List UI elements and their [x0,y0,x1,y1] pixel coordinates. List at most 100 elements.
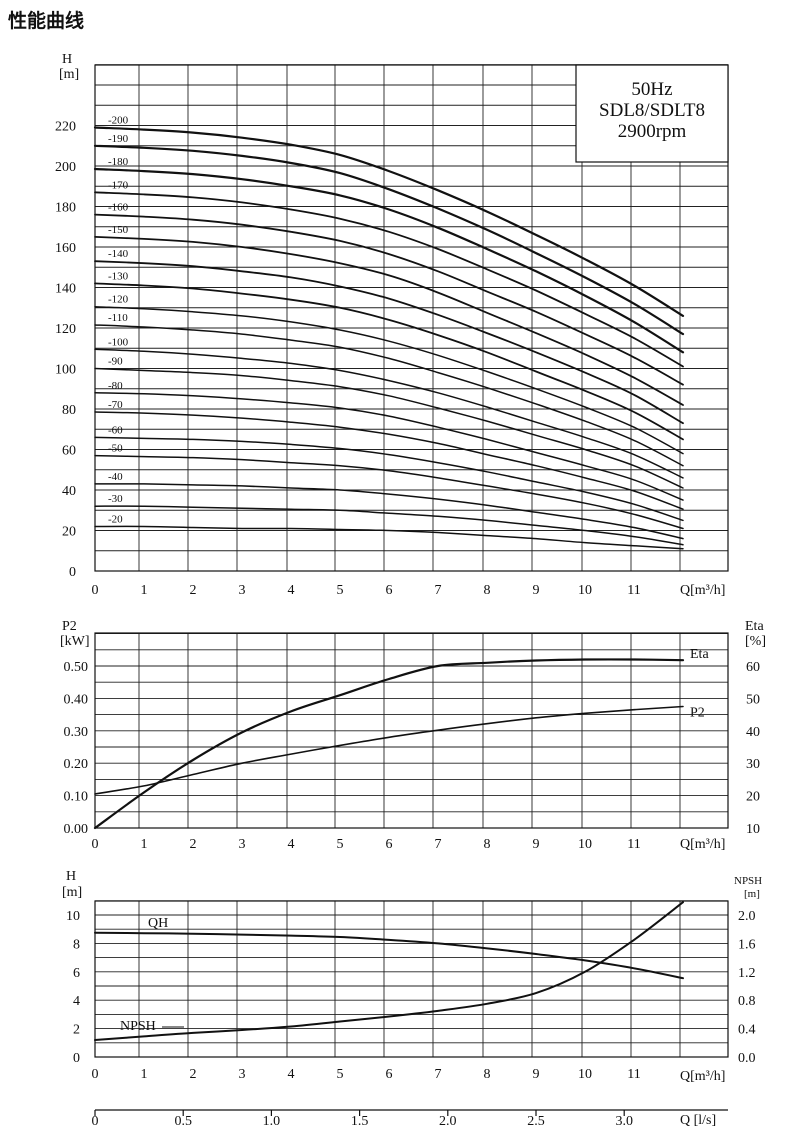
info-box-line: 2900rpm [618,121,687,142]
y2-tick-label: 30 [746,757,760,772]
x-tick-label: 8 [484,837,491,852]
x-tick-label: 9 [533,837,540,852]
x-tick-label: 2 [190,583,197,598]
head-curve [94,236,684,406]
y2-tick-label: 50 [746,692,760,707]
x-axis-label: Q[m³/h] [680,837,725,852]
y-tick-label: 10 [66,909,80,924]
head-curve [94,260,684,425]
curve-label: -190 [108,133,129,145]
y-tick-label: 20 [62,525,76,540]
curve-label: -170 [108,179,129,191]
head-curve [94,191,684,368]
y-tick-label: 0.40 [64,692,89,707]
x-tick-label: 1 [141,1067,148,1082]
x-tick-label: 10 [578,1067,592,1082]
secondary-x-tick-label: 0.5 [174,1114,192,1129]
y-tick-label: 0.20 [64,757,89,772]
secondary-x-tick-label: 0 [92,1114,99,1129]
head-curve [94,505,684,546]
y2-axis-unit: [%] [745,634,766,649]
secondary-x-tick-label: 1.0 [263,1114,281,1129]
x-axis-label: Q[m³/h] [680,1069,725,1084]
x-tick-label: 4 [288,583,295,598]
x-tick-label: 3 [239,583,246,598]
y2-tick-label: 2.0 [738,909,756,924]
secondary-x-tick-label: 2.5 [527,1114,545,1129]
x-tick-label: 0 [92,1067,99,1082]
y-axis-label: P2 [62,619,77,634]
p2-curve-label: P2 [690,706,705,721]
head-chart: H[m] 0 20 40 60 80 100 120 140 160 180 200 220 0 1 2 3 4 5… [55,52,729,598]
curve-label: -80 [108,380,123,392]
y-tick-label: 160 [55,241,76,256]
curve-label: -200 [108,115,129,127]
y-tick-label: 220 [55,120,76,135]
curve-label: -110 [108,312,128,324]
head-curve [93,144,685,336]
y-tick-label: 80 [62,403,76,418]
y-tick-label: 6 [73,966,80,981]
y-tick-label: 0.30 [64,725,89,740]
curve-label: -20 [108,513,123,525]
head-curve [94,213,684,386]
curve-label: -150 [108,224,129,236]
head-curve [93,126,685,317]
head-curve [94,411,684,510]
x-tick-label: 3 [239,837,246,852]
y-tick-label: 120 [55,322,76,337]
x-tick-label: 1 [141,583,148,598]
y2-tick-label: 20 [746,790,760,805]
head-curve [94,483,684,540]
x-tick-label: 0 [92,837,99,852]
y2-tick-label: 40 [746,725,760,740]
x-tick-label: 8 [484,583,491,598]
y2-tick-label: 1.2 [738,966,756,981]
x-tick-label: 2 [190,1067,197,1082]
y-tick-label: 200 [55,160,76,175]
y-tick-label: 0.00 [64,822,89,837]
y-tick-label: 100 [55,363,76,378]
npsh-curve-label: NPSH [120,1019,156,1034]
x-tick-label: 4 [288,837,295,852]
curve-label: -50 [108,443,123,455]
y-tick-label: 60 [62,444,76,459]
curve-label: -120 [108,294,129,306]
y-tick-label: 2 [73,1023,80,1038]
curve-label: -140 [108,248,129,260]
x-tick-label: 6 [386,583,393,598]
x-tick-label: 1 [141,837,148,852]
x-tick-label: 11 [627,1067,640,1082]
y-axis-label: H [66,869,76,884]
x-tick-label: 3 [239,1067,246,1082]
y-tick-label: 40 [62,484,76,499]
x-tick-label: 5 [337,837,344,852]
y-tick-label: 0.50 [64,660,89,675]
y2-tick-label: 0.8 [738,994,756,1009]
y-tick-label: 180 [55,201,76,216]
secondary-x-axis-label: Q [l/s] [680,1113,716,1128]
head-curve [94,454,684,530]
x-tick-label: 5 [337,1067,344,1082]
x-axis-label: Q[m³/h] [680,583,725,598]
qh-curve-label: QH [148,916,168,931]
x-tick-label: 10 [578,583,592,598]
y2-axis-unit: [m] [744,888,760,900]
y2-tick-label: 60 [746,660,760,675]
head-curve [94,282,684,441]
curve-label: -60 [108,424,123,436]
curve-label: -90 [108,356,123,368]
power-efficiency-chart: P2[kW]Eta[%]0.000.100.200.300.400.501020… [60,619,766,852]
y-axis-unit: [kW] [60,634,90,649]
secondary-x-tick-label: 2.0 [439,1114,457,1129]
x-tick-label: 6 [386,837,393,852]
curve-label: -100 [108,336,129,348]
x-tick-label: 11 [627,583,640,598]
head-curve [94,392,684,501]
plot-frame [94,900,729,1058]
npsh-curve [94,901,684,1041]
curve-label: -180 [108,156,129,168]
y-tick-label: 4 [73,994,80,1009]
